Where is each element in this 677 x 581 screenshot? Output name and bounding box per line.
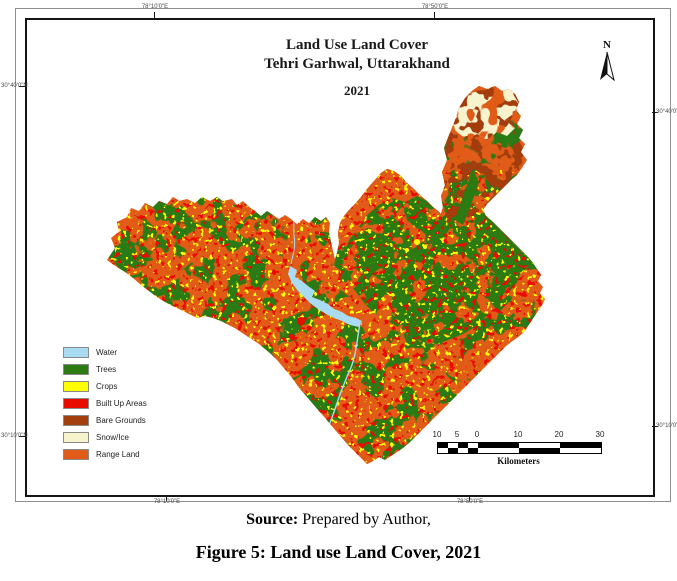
legend-swatch-range [63, 449, 89, 460]
legend-swatch-water [63, 347, 89, 358]
legend-label: Trees [96, 365, 117, 374]
legend-swatch-bare [63, 415, 89, 426]
legend-label: Water [96, 348, 118, 357]
graticule-tick [652, 426, 658, 427]
graticule-label: 30°10'0"N [1, 433, 28, 439]
legend-swatch-builtup [63, 398, 89, 409]
legend-item: Bare Grounds [63, 412, 147, 429]
legend-swatch-snow [63, 432, 89, 443]
built-up-patch [289, 334, 295, 340]
scalebar-number: 10 [513, 430, 523, 439]
legend-item: Built Up Areas [63, 395, 147, 412]
panhandle-trees-wedge [455, 170, 479, 225]
map-neatline: Land Use Land Cover Tehri Garhwal, Uttar… [25, 18, 655, 497]
caption-figure: Figure 5: Land use Land Cover, 2021 [195, 542, 482, 562]
scalebar-number: 30 [595, 430, 605, 439]
graticule-tick [166, 495, 167, 501]
map-title-line1: Land Use Land Cover [285, 37, 429, 53]
crops-patch [405, 248, 409, 252]
scalebar-unit: Kilometers [497, 456, 540, 466]
legend-label: Range Land [96, 450, 140, 459]
legend-label: Built Up Areas [96, 399, 147, 408]
crops-patch [423, 245, 427, 249]
legend-swatch-trees [63, 364, 89, 375]
crops-speckle-layer [107, 170, 545, 464]
graticule-tick [652, 112, 658, 113]
graticule-label: 78°10'0"E [153, 499, 181, 505]
snow-range-fingers [442, 86, 519, 140]
graticule-tick [469, 495, 470, 501]
caption-source-label: Source: [246, 511, 299, 528]
legend: Water Trees Crops Built Up Areas Bare Gr… [63, 344, 147, 463]
legend-item: Trees [63, 361, 147, 378]
graticule-label: 78°50'0"E [456, 499, 484, 505]
graticule-tick [154, 12, 155, 18]
scalebar-number: 10 [432, 430, 442, 439]
graticule-label: 30°40'0"N [1, 83, 28, 89]
map-outer-frame [15, 8, 671, 502]
legend-label: Crops [96, 382, 118, 391]
caption-source-text: Prepared by Author, [298, 511, 431, 528]
scalebar-number: 5 [454, 430, 460, 439]
graticule-label: 78°50'0"E [421, 4, 449, 10]
water-body [288, 266, 362, 327]
built-up-patch [297, 317, 305, 325]
legend-item: Snow/Ice [63, 429, 147, 446]
legend-label: Bare Grounds [96, 416, 146, 425]
scalebar-bar [437, 442, 602, 454]
graticule-tick [434, 12, 435, 18]
graticule-tick [19, 86, 25, 87]
north-arrow-icon [600, 51, 615, 82]
graticule-label: 30°10'0"N [656, 423, 677, 429]
scalebar-number: 0 [474, 430, 480, 439]
north-arrow: N [593, 40, 621, 86]
graticule-label: 78°10'0"E [141, 4, 169, 10]
north-arrow-label: N [603, 39, 611, 51]
built-up-patch [306, 325, 312, 331]
graticule-label: 30°40'0"N [656, 109, 677, 115]
legend-item: Water [63, 344, 147, 361]
legend-swatch-crops [63, 381, 89, 392]
legend-label: Snow/Ice [96, 433, 129, 442]
legend-item: Range Land [63, 446, 147, 463]
crops-patch [414, 239, 420, 245]
map-title-year: 2021 [344, 83, 370, 98]
caption-source: Source: Prepared by Author, [0, 511, 677, 529]
graticule-tick [19, 436, 25, 437]
lulc-map-canvas [107, 86, 545, 464]
scalebar-number: 20 [554, 430, 564, 439]
map-title-block: Land Use Land Cover Tehri Garhwal, Uttar… [197, 36, 517, 99]
legend-item: Crops [63, 378, 147, 395]
map-title-line2: Tehri Garhwal, Uttarakhand [264, 56, 450, 72]
